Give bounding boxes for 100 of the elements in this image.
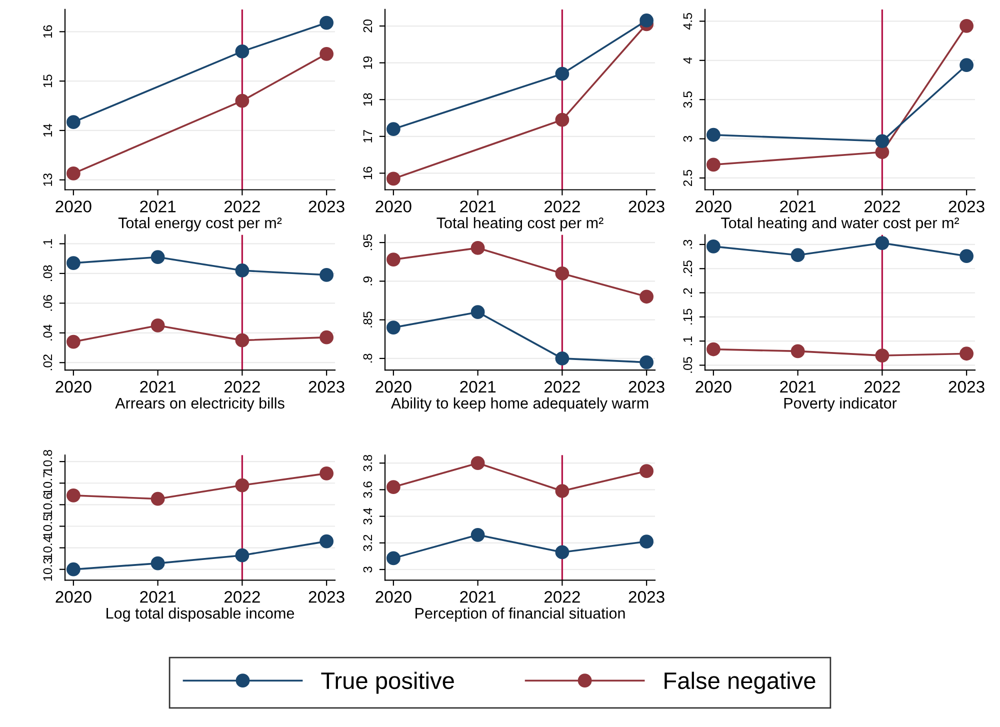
point xyxy=(386,122,400,136)
point xyxy=(470,528,485,542)
point xyxy=(386,551,400,566)
point xyxy=(235,478,250,492)
point xyxy=(555,66,570,81)
x-tick-label: 2022 xyxy=(544,380,580,393)
x-tick-label: 2020 xyxy=(56,591,92,603)
text: False negative xyxy=(664,672,816,694)
y-tick-label: 16 xyxy=(43,25,52,38)
x-tick-label: 2020 xyxy=(376,380,412,393)
point xyxy=(960,249,974,264)
y-tick-label: 18 xyxy=(363,93,372,106)
point xyxy=(706,128,720,142)
y-tick-label: .25 xyxy=(683,260,692,276)
point xyxy=(320,46,334,61)
point xyxy=(320,466,334,480)
x-tick-label: 2020 xyxy=(376,200,412,212)
point xyxy=(150,492,165,506)
point xyxy=(150,318,165,332)
y-tick-label: 3 xyxy=(683,136,692,142)
y-tick-label: 10.6 xyxy=(43,493,52,516)
y-tick-label: .9 xyxy=(363,276,372,286)
x-tick-label: 2020 xyxy=(56,380,92,393)
point xyxy=(66,562,80,576)
x-tick-label: 2020 xyxy=(696,200,732,212)
text: True positive xyxy=(321,672,454,694)
point xyxy=(555,484,570,498)
point xyxy=(790,248,805,262)
point xyxy=(555,545,570,560)
point xyxy=(320,268,334,282)
point xyxy=(235,94,250,108)
x-tick-label: 2020 xyxy=(56,200,92,212)
x-axis-title: Total energy cost per m² xyxy=(118,217,282,232)
y-tick-label: .06 xyxy=(43,295,52,311)
x-tick-label: 2020 xyxy=(696,380,732,393)
x-tick-label: 2023 xyxy=(628,591,664,603)
point xyxy=(320,534,334,548)
y-tick-label: .85 xyxy=(363,312,372,328)
y-tick-label: .3 xyxy=(683,240,692,249)
point xyxy=(66,334,80,349)
x-axis-title: Arrears on electricity bills xyxy=(115,397,284,412)
point xyxy=(150,556,165,570)
y-tick-label: 3.5 xyxy=(683,91,692,108)
y-tick-label: 3.4 xyxy=(363,508,372,525)
y-tick-label: .1 xyxy=(683,336,692,346)
point xyxy=(640,464,654,478)
y-tick-label: 16 xyxy=(363,166,372,180)
point xyxy=(555,352,570,366)
point xyxy=(470,305,485,320)
x-axis-title: Perception of financial situation xyxy=(416,607,625,622)
x-tick-label: 2022 xyxy=(544,200,580,212)
x-tick-label: 2022 xyxy=(224,591,260,603)
x-tick-label: 2021 xyxy=(460,380,496,393)
x-tick-label: 2023 xyxy=(308,380,344,393)
x-axis-title: Total heating cost per m² xyxy=(436,217,604,232)
y-tick-label: .95 xyxy=(363,234,372,250)
y-tick-label: .8 xyxy=(363,354,372,363)
point xyxy=(386,172,400,186)
y-tick-label: 10.7 xyxy=(43,472,52,494)
y-tick-label: 10.4 xyxy=(43,536,52,560)
y-tick-label: 3.6 xyxy=(363,482,372,498)
x-tick-label: 2023 xyxy=(628,380,664,393)
y-tick-label: .2 xyxy=(683,288,692,297)
x-axis-title: Total heating and water cost per m² xyxy=(721,217,960,232)
y-tick-label: 10.5 xyxy=(43,514,52,538)
y-tick-label: 4.5 xyxy=(683,13,692,30)
point xyxy=(640,290,654,304)
point xyxy=(640,355,654,370)
x-tick-label: 2020 xyxy=(376,591,412,603)
point xyxy=(386,252,400,266)
point xyxy=(150,250,165,264)
x-tick-label: 2023 xyxy=(308,200,344,212)
x-tick-label: 2021 xyxy=(460,200,496,212)
x-tick-label: 2021 xyxy=(780,200,816,212)
x-axis-title: Ability to keep home adequately warm xyxy=(390,397,648,412)
point xyxy=(320,330,334,344)
y-tick-label: 2.5 xyxy=(683,170,692,186)
y-tick-label: 4 xyxy=(683,57,692,64)
y-tick-label: 3.2 xyxy=(363,534,372,552)
point xyxy=(706,342,720,356)
point xyxy=(555,266,570,280)
point xyxy=(706,158,720,172)
y-tick-label: 19 xyxy=(363,56,372,69)
point xyxy=(960,346,974,361)
point xyxy=(66,488,80,502)
point xyxy=(470,456,485,470)
point xyxy=(320,16,334,30)
y-tick-label: .04 xyxy=(43,324,52,340)
y-tick-label: .05 xyxy=(683,357,692,373)
x-tick-label: 2021 xyxy=(140,591,176,603)
x-tick-label: 2022 xyxy=(224,380,260,393)
point xyxy=(875,348,890,362)
y-tick-label: 15 xyxy=(43,74,52,88)
point xyxy=(960,18,974,33)
x-tick-label: 2021 xyxy=(780,380,816,393)
y-tick-label: 3.8 xyxy=(363,454,372,472)
y-tick-label: 10.8 xyxy=(43,450,52,473)
x-tick-label: 2022 xyxy=(224,200,260,212)
x-tick-label: 2021 xyxy=(460,591,496,603)
point xyxy=(875,134,890,148)
